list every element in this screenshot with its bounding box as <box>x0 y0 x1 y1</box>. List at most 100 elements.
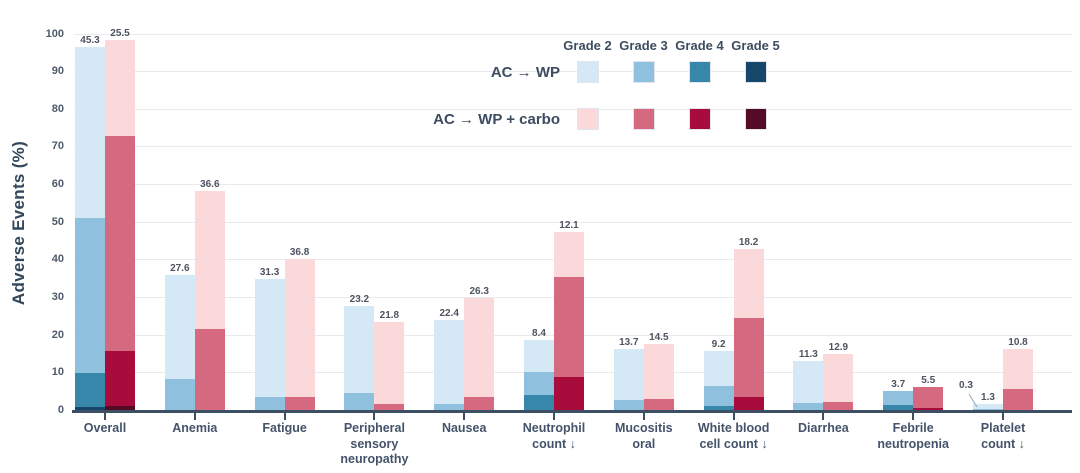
legend-swatch-carbo-grade-4 <box>688 108 711 130</box>
bar-segment <box>613 400 644 410</box>
legend: Grade 2 Grade 3 Grade 4 Grade 5 AC → WP AC → … <box>430 28 800 143</box>
y-tick-label: 50 <box>51 215 64 228</box>
category-label: Neutrophil count ↓ <box>522 421 586 451</box>
legend-swatch-wp-grade-2 <box>576 61 599 83</box>
legend-grade-header: Grade 4 <box>675 38 724 53</box>
category-label: Mucositis oral <box>614 421 673 451</box>
gridline <box>74 33 1072 35</box>
category-label: White blood cell count ↓ <box>697 421 770 451</box>
bar-segment <box>434 403 465 410</box>
value-label: 23.2 <box>349 293 370 305</box>
bar-segment <box>374 403 405 410</box>
bar-segment <box>524 395 554 410</box>
category-label: Anemia <box>172 421 218 435</box>
bar-segment <box>374 321 405 404</box>
bar-segment <box>194 328 225 410</box>
bar-segment <box>643 399 674 410</box>
bar-segment <box>733 249 764 318</box>
y-tick-label: 40 <box>51 253 64 266</box>
bar-segment <box>464 397 495 410</box>
legend-series-label: AC → WP <box>490 64 560 81</box>
bar-segment <box>703 385 734 406</box>
value-label: 27.6 <box>170 263 190 275</box>
x-axis-tick <box>463 410 466 420</box>
legend-swatch-carbo-grade-3 <box>632 108 655 130</box>
value-label: 10.8 <box>1008 336 1028 348</box>
bar-segment <box>105 350 135 406</box>
bar-segment <box>793 360 824 404</box>
bar-segment <box>913 408 944 410</box>
y-tick-label: 80 <box>51 102 64 115</box>
legend-grade-header: Grade 2 <box>563 38 612 53</box>
x-axis-tick <box>642 410 645 420</box>
bar-segment <box>613 348 644 401</box>
x-axis-line <box>72 410 1072 413</box>
gridline <box>74 108 1072 110</box>
value-label: 21.8 <box>379 309 400 321</box>
bar-segment <box>823 402 854 410</box>
bar-segment <box>883 405 914 410</box>
bar-segment <box>703 351 734 386</box>
bar-segment <box>254 279 285 398</box>
legend-swatch-carbo-grade-5 <box>744 108 767 130</box>
bar-segment <box>524 371 554 396</box>
value-label: 0.3 <box>959 380 973 391</box>
bar-segment <box>554 277 584 378</box>
bar-segment <box>973 403 1003 409</box>
value-label: 22.4 <box>439 307 459 319</box>
category-label: Peripheral sensory neuropathy <box>340 421 409 467</box>
value-label: 36.6 <box>200 178 220 190</box>
category-label: Nausea <box>441 421 487 435</box>
gridline <box>74 146 1072 148</box>
y-tick-label: 100 <box>45 27 64 40</box>
bar-segment <box>554 377 584 410</box>
value-label: 31.3 <box>259 267 280 279</box>
value-label: 45.3 <box>80 35 100 47</box>
x-axis-tick <box>553 410 555 420</box>
value-label: 36.8 <box>289 246 310 258</box>
bar-segment <box>75 217 105 374</box>
x-axis-tick <box>732 410 735 420</box>
bar-segment <box>105 135 135 351</box>
y-tick-label: 70 <box>51 140 64 153</box>
y-tick-label: 20 <box>51 328 64 341</box>
value-label: 13.7 <box>619 336 639 348</box>
value-label: 12.1 <box>559 219 579 231</box>
y-tick-label: 30 <box>51 291 64 304</box>
value-label: 5.5 <box>921 375 936 387</box>
bar-segment <box>554 231 584 278</box>
bar-segment <box>194 190 225 329</box>
legend-grade-header: Grade 3 <box>619 38 668 53</box>
legend-grade-header: Grade 5 <box>731 38 780 53</box>
legend-swatch-wp-grade-4 <box>688 61 711 83</box>
x-axis-tick <box>283 410 286 420</box>
category-label: Overall <box>83 421 127 435</box>
y-tick-label: 10 <box>51 366 64 379</box>
bar-segment <box>75 47 105 218</box>
bar-segment <box>1003 389 1033 410</box>
category-label: Fatigue <box>262 421 307 435</box>
bar-segment <box>703 405 734 410</box>
x-axis-tick <box>912 410 915 420</box>
bar-segment <box>284 258 315 398</box>
bar-segment <box>434 319 465 404</box>
bar-segment <box>344 305 375 394</box>
bar-segment <box>643 344 674 400</box>
bar-segment <box>733 397 764 410</box>
bar-segment <box>105 405 135 410</box>
value-label: 9.2 <box>711 339 726 351</box>
legend-swatch-carbo-grade-2 <box>576 108 599 130</box>
bar-segment <box>793 403 824 410</box>
value-label: 8.4 <box>532 327 546 339</box>
bar-segment <box>823 353 854 403</box>
bar-segment <box>464 298 495 398</box>
y-axis-title: Adverse Events (%) <box>9 140 28 306</box>
x-axis-tick <box>373 410 376 420</box>
category-label: Platelet count ↓ <box>980 421 1026 451</box>
y-tick-label: 0 <box>57 404 64 416</box>
bar-segment <box>524 339 554 372</box>
value-label: 1.3 <box>981 391 995 403</box>
value-label: 12.9 <box>828 341 849 353</box>
bar-segment <box>284 397 315 410</box>
legend-series-label: AC → WP + carbo <box>433 111 560 128</box>
